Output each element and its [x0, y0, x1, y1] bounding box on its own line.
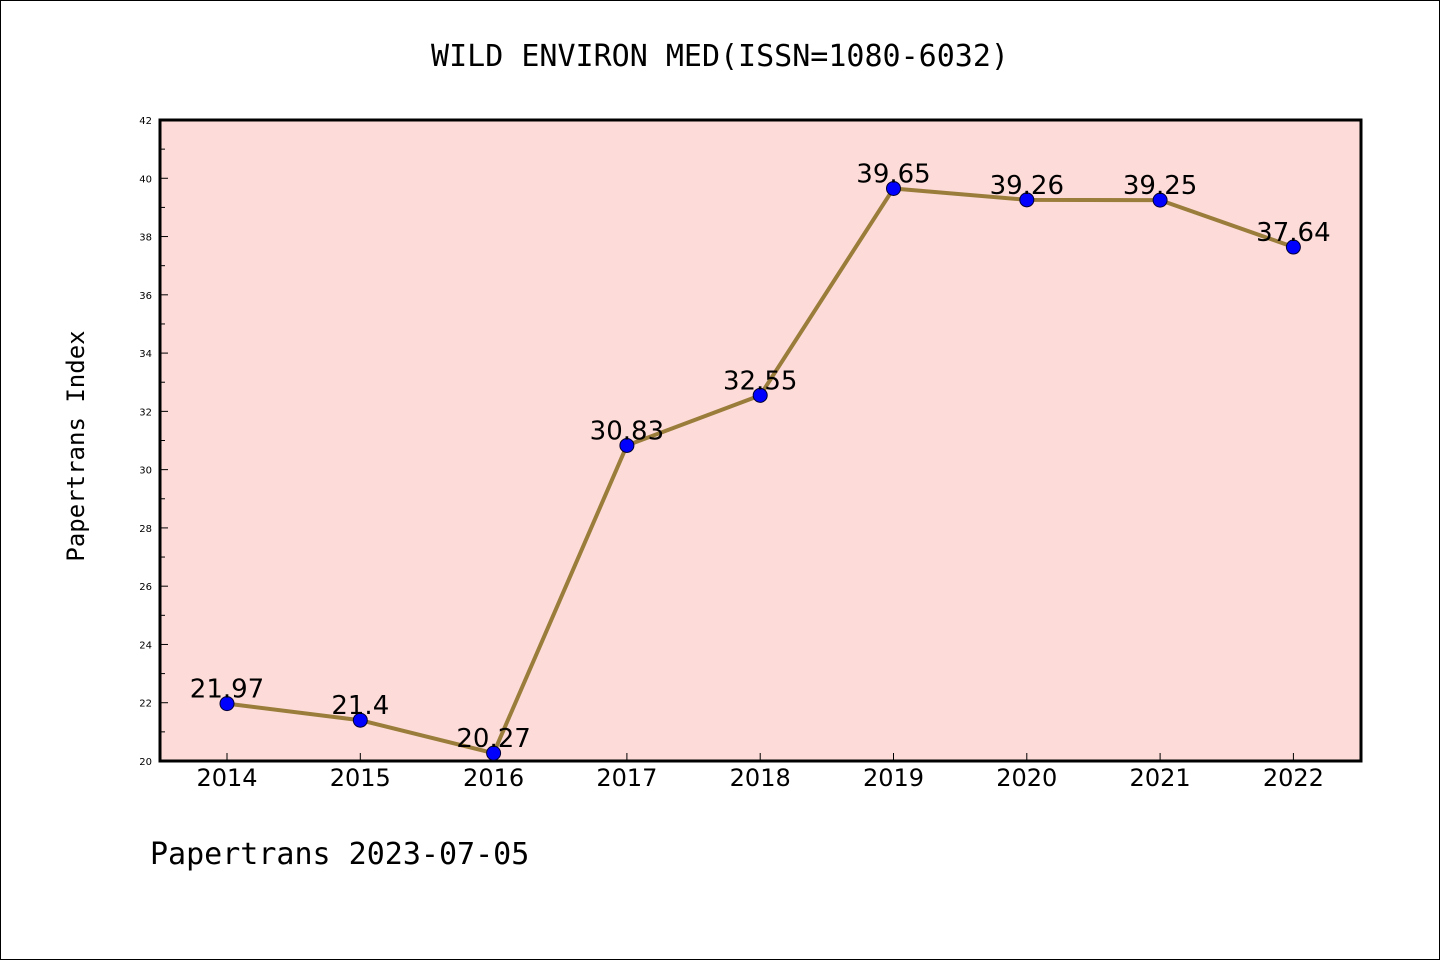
data-label: 39.65: [856, 159, 930, 189]
y-tick-label: 30: [139, 466, 152, 477]
data-point: [1285, 239, 1301, 255]
x-tick-label: 2016: [463, 764, 524, 792]
x-tick-label: 2021: [1130, 764, 1191, 792]
data-point: [486, 745, 502, 761]
data-label: 30.83: [590, 416, 664, 446]
y-tick-label: 38: [139, 233, 152, 244]
x-tick-label: 2015: [330, 764, 391, 792]
y-axis-ticks: 20 22 24 26 28 30 32 34 36 38 40 42: [139, 116, 168, 768]
y-tick-label: 40: [139, 174, 152, 185]
plot-area: [158, 118, 1363, 763]
data-point: [219, 696, 235, 712]
data-label: 20.27: [456, 724, 530, 754]
y-tick-label: 26: [139, 582, 152, 593]
x-tick-label: 2022: [1263, 764, 1324, 792]
y-tick-label: 36: [139, 291, 152, 302]
x-tick-label: 2017: [596, 764, 657, 792]
data-label: 21.4: [331, 691, 389, 721]
y-tick-label: 34: [139, 349, 152, 360]
y-tick-label: 42: [139, 116, 152, 127]
x-tick-label: 2020: [996, 764, 1057, 792]
series-line-group: [219, 180, 1301, 761]
data-point: [886, 180, 901, 196]
y-tick-label: 24: [139, 640, 152, 651]
data-point: [352, 712, 368, 728]
data-point: [619, 437, 635, 453]
data-point: [1019, 192, 1035, 208]
data-point: [752, 387, 768, 403]
data-label: 21.97: [190, 675, 264, 705]
data-labels: 21.97 21.4 20.27 30.83 32.55 39.65 39.26 39.25 3…: [190, 159, 1331, 754]
y-tick-label: 22: [139, 699, 152, 710]
data-label: 39.26: [990, 171, 1064, 201]
data-point: [1152, 192, 1168, 208]
x-tick-label: 2019: [863, 764, 924, 792]
data-label: 37.64: [1256, 218, 1330, 248]
footer-text: Papertrans 2023-07-05: [150, 837, 529, 872]
data-label: 32.55: [723, 366, 797, 396]
y-tick-label: 20: [139, 757, 152, 768]
x-tick-label: 2014: [196, 764, 257, 792]
y-tick-label: 32: [139, 407, 152, 418]
x-axis-ticks: 2014 2015 2016 2017 2018 2019 2020 2021 2022: [196, 753, 1324, 792]
x-tick-label: 2018: [730, 764, 791, 792]
data-label: 39.25: [1123, 171, 1197, 201]
chart-title: WILD ENVIRON MED(ISSN=1080-6032): [431, 39, 1009, 74]
y-axis-label: Papertrans Index: [62, 330, 90, 561]
y-tick-label: 28: [139, 524, 152, 535]
